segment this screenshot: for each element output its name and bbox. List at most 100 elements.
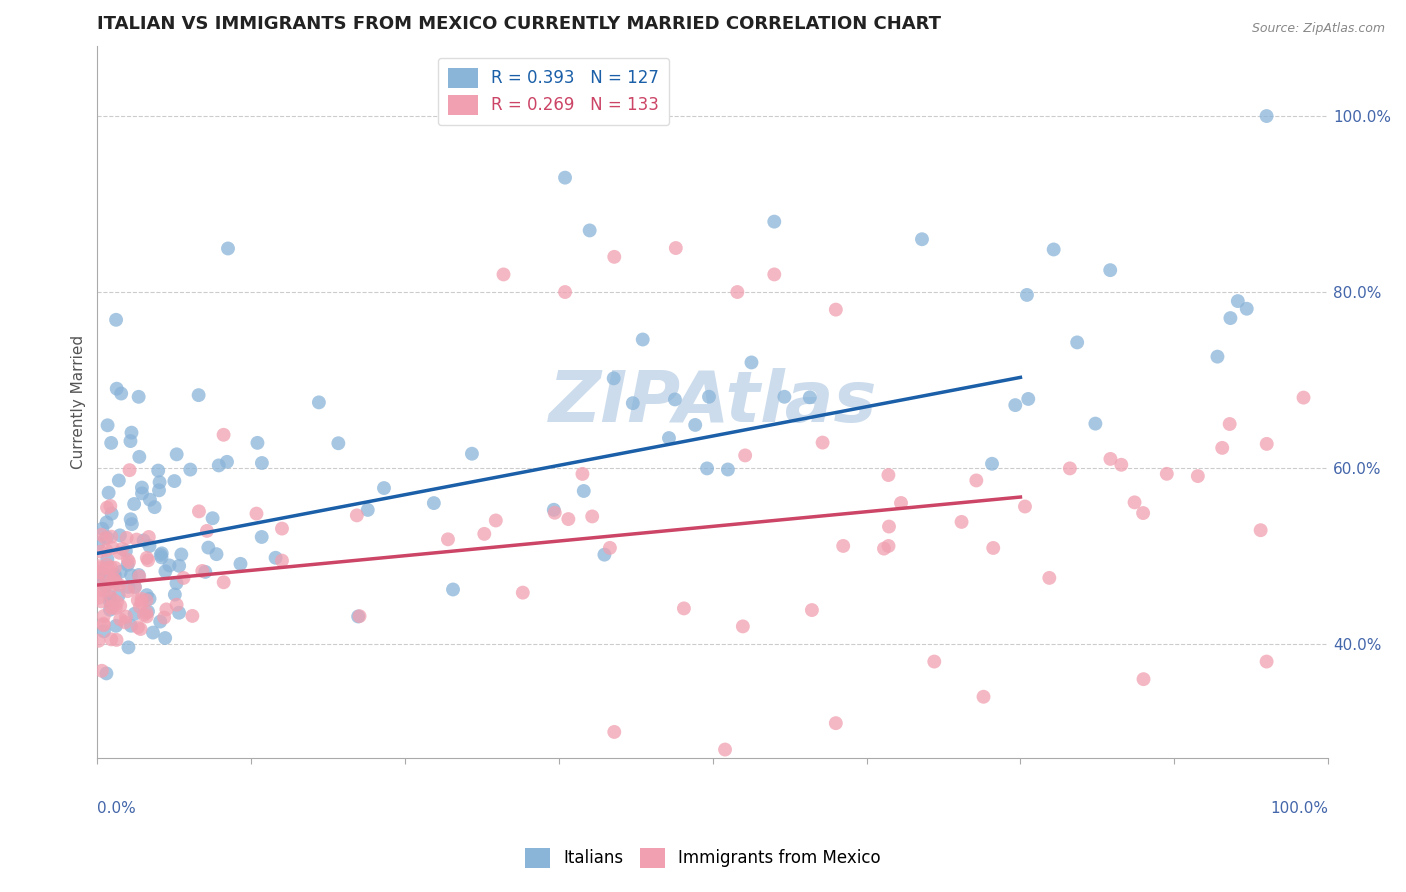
Point — [124, 607, 146, 621]
Point — [96, 552, 118, 566]
Point — [104, 576, 127, 591]
Point — [87, 591, 110, 605]
Point — [163, 474, 186, 488]
Point — [437, 533, 460, 547]
Point — [97, 418, 120, 433]
Point — [87, 633, 110, 648]
Point — [665, 241, 688, 255]
Point — [100, 599, 122, 614]
Point — [132, 533, 155, 548]
Point — [1004, 398, 1026, 412]
Point — [950, 515, 973, 529]
Point — [98, 595, 121, 609]
Point — [602, 371, 624, 385]
Point — [714, 742, 737, 756]
Point — [122, 497, 145, 511]
Point — [1256, 437, 1278, 451]
Point — [811, 435, 834, 450]
Point — [1066, 335, 1088, 350]
Point — [136, 553, 159, 567]
Point — [877, 468, 900, 483]
Point — [229, 557, 252, 571]
Point — [93, 616, 115, 631]
Point — [105, 595, 128, 609]
Point — [100, 530, 122, 544]
Point — [981, 541, 1004, 555]
Point — [135, 550, 157, 565]
Point — [117, 640, 139, 655]
Legend: Italians, Immigrants from Mexico: Italians, Immigrants from Mexico — [519, 841, 887, 875]
Point — [603, 725, 626, 739]
Point — [104, 561, 127, 575]
Point — [131, 595, 153, 609]
Point — [170, 548, 193, 562]
Point — [96, 516, 118, 530]
Point — [965, 474, 987, 488]
Point — [1211, 441, 1233, 455]
Point — [877, 539, 900, 553]
Point — [121, 517, 143, 532]
Point — [94, 531, 117, 545]
Point — [593, 548, 616, 562]
Point — [734, 449, 756, 463]
Text: 0.0%: 0.0% — [97, 801, 136, 816]
Point — [346, 508, 368, 523]
Point — [155, 602, 177, 616]
Point — [138, 591, 160, 606]
Point — [1132, 672, 1154, 686]
Point — [104, 567, 127, 582]
Point — [138, 539, 160, 553]
Point — [215, 455, 238, 469]
Legend: R = 0.393   N = 127, R = 0.269   N = 133: R = 0.393 N = 127, R = 0.269 N = 133 — [439, 58, 669, 125]
Point — [824, 302, 846, 317]
Text: 100.0%: 100.0% — [1270, 801, 1329, 816]
Point — [131, 591, 153, 606]
Point — [98, 603, 121, 617]
Point — [205, 547, 228, 561]
Point — [135, 588, 157, 602]
Point — [167, 558, 190, 573]
Point — [100, 507, 122, 521]
Point — [93, 582, 115, 597]
Point — [100, 560, 122, 574]
Point — [129, 622, 152, 636]
Point — [1256, 109, 1278, 123]
Point — [472, 527, 495, 541]
Point — [1226, 294, 1249, 309]
Point — [124, 580, 146, 594]
Point — [763, 214, 786, 228]
Point — [108, 612, 131, 626]
Point — [136, 605, 159, 619]
Point — [93, 609, 115, 624]
Point — [1017, 392, 1039, 406]
Point — [155, 564, 177, 578]
Point — [1059, 461, 1081, 475]
Point — [441, 582, 464, 597]
Point — [1236, 301, 1258, 316]
Point — [201, 511, 224, 525]
Point — [120, 512, 142, 526]
Point — [1099, 451, 1122, 466]
Point — [120, 619, 142, 633]
Point — [89, 566, 111, 580]
Point — [173, 571, 195, 585]
Point — [578, 223, 600, 237]
Point — [1015, 288, 1038, 302]
Point — [271, 553, 294, 567]
Point — [800, 603, 823, 617]
Point — [873, 541, 896, 556]
Point — [621, 396, 644, 410]
Point — [131, 486, 153, 500]
Point — [96, 666, 118, 681]
Point — [1123, 495, 1146, 509]
Point — [572, 483, 595, 498]
Point — [91, 522, 114, 536]
Point — [1156, 467, 1178, 481]
Point — [159, 558, 181, 573]
Point — [245, 507, 267, 521]
Point — [108, 528, 131, 542]
Text: ITALIAN VS IMMIGRANTS FROM MEXICO CURRENTLY MARRIED CORRELATION CHART: ITALIAN VS IMMIGRANTS FROM MEXICO CURREN… — [97, 15, 942, 33]
Point — [763, 268, 786, 282]
Point — [110, 565, 132, 579]
Point — [492, 268, 515, 282]
